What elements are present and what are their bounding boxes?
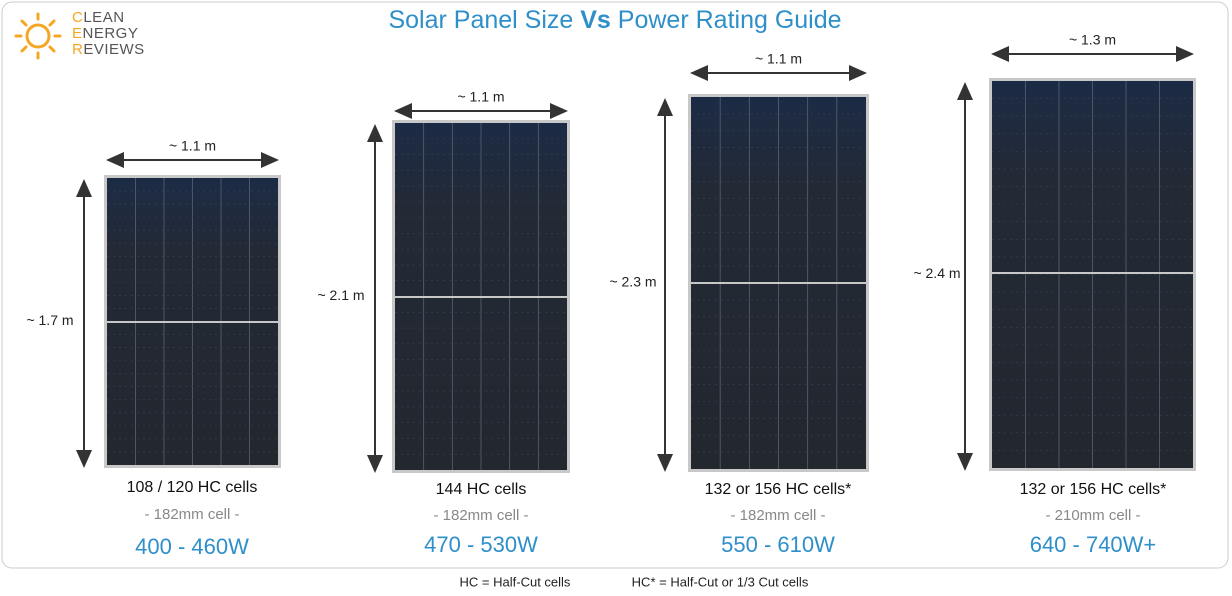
logo-line: ENERGY <box>72 25 139 42</box>
title-part: Solar Panel Size <box>388 6 573 34</box>
panel: ~ 1.1 m ~ 2.3 m 132 or 156 HC cells* - 182m… <box>609 51 869 557</box>
footnote: HC* = Half-Cut or 1/3 Cut cells <box>632 574 809 589</box>
width-label: ~ 1.1 m <box>457 89 504 105</box>
cell-count: 144 HC cells <box>436 481 527 498</box>
width-label: ~ 1.1 m <box>169 138 216 154</box>
power-rating: 470 - 530W <box>424 532 538 557</box>
title-part: Vs <box>580 6 611 34</box>
cell-size: - 210mm cell - <box>1045 507 1140 524</box>
cell-size: - 182mm cell - <box>730 507 825 524</box>
width-label: ~ 1.3 m <box>1069 32 1116 48</box>
height-label: ~ 2.1 m <box>317 287 364 303</box>
cell-size: - 182mm cell - <box>433 507 528 524</box>
cell-count: 132 or 156 HC cells* <box>705 481 852 498</box>
power-rating: 550 - 610W <box>721 532 835 557</box>
panel: ~ 1.1 m ~ 2.1 m 144 HC cells - 182mm cell -… <box>317 89 570 557</box>
title: Solar Panel Size Vs Power Rating Guide <box>388 6 841 34</box>
cell-count: 108 / 120 HC cells <box>127 479 258 496</box>
width-label: ~ 1.1 m <box>755 51 802 67</box>
logo-line: REVIEWS <box>72 41 145 58</box>
logo: CLEAN ENERGY REVIEWS <box>72 10 145 58</box>
height-label: ~ 2.3 m <box>609 274 656 290</box>
power-rating: 400 - 460W <box>135 534 249 559</box>
footnote: HC = Half-Cut cells <box>460 574 571 589</box>
power-rating: 640 - 740W+ <box>1030 532 1157 557</box>
logo-line: CLEAN <box>72 9 125 26</box>
panel: ~ 1.3 m ~ 2.4 m 132 or 156 HC cells* - 210m… <box>913 32 1196 557</box>
cell-size: - 182mm cell - <box>144 506 239 523</box>
height-label: ~ 1.7 m <box>26 312 73 328</box>
title-part: Power Rating Guide <box>618 6 842 34</box>
height-label: ~ 2.4 m <box>913 265 960 281</box>
logo-sun <box>14 12 62 60</box>
frame <box>1 1 1229 569</box>
cell-count: 132 or 156 HC cells* <box>1020 481 1167 498</box>
panel: ~ 1.1 m ~ 1.7 m 108 / 120 HC cells - 182mm … <box>26 138 281 559</box>
